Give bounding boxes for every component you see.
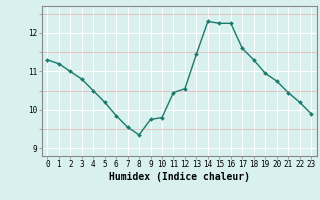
X-axis label: Humidex (Indice chaleur): Humidex (Indice chaleur) [109, 172, 250, 182]
